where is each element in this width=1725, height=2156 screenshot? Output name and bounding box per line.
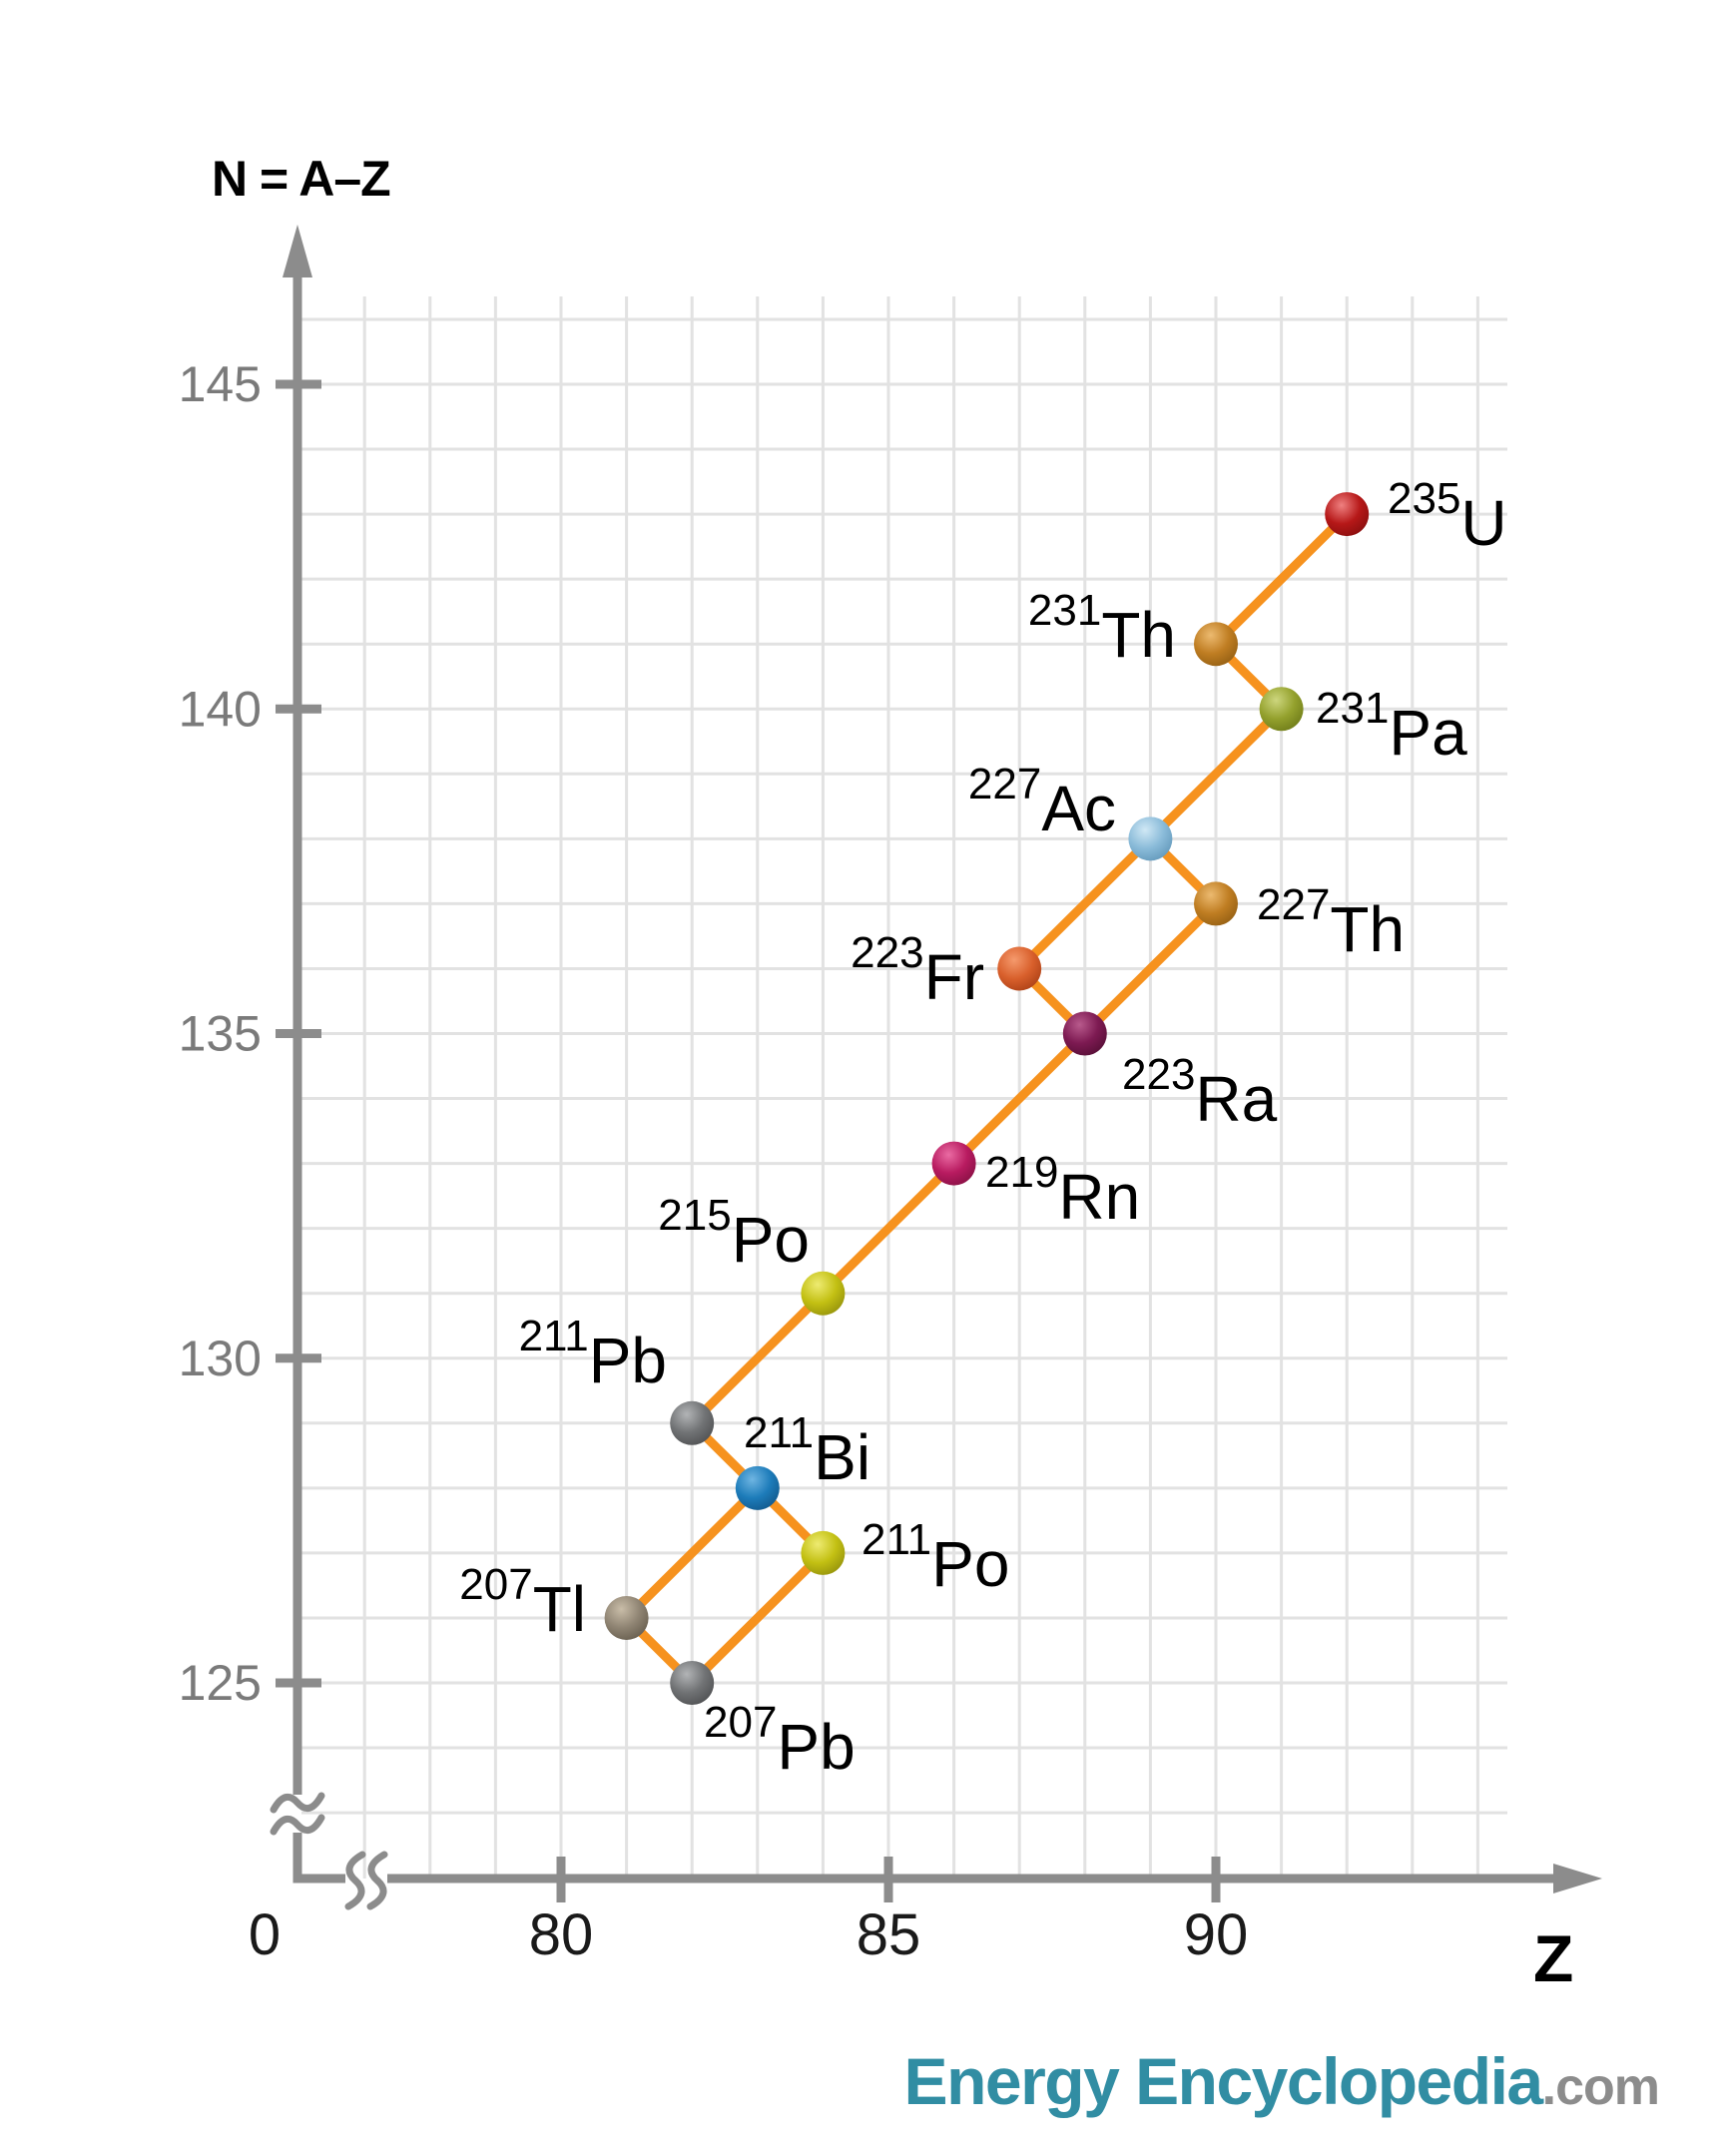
nuclide-mass: 211 [518, 1312, 589, 1360]
x-tick-label-80: 80 [529, 1902, 594, 1967]
nuclide-mass: 207 [459, 1560, 533, 1609]
logo-text: Energy Encyclopedia [903, 2044, 1544, 2118]
nuclide-label-Th227: 227Th [1257, 880, 1405, 962]
y-axis-break-icon [270, 1814, 325, 1836]
nuclide-label-Po211: 211Po [862, 1515, 1009, 1597]
nuclide-ball-Po215 [801, 1271, 846, 1316]
nuclide-symbol: Po [731, 1204, 810, 1276]
nuclide-label-Pa231: 231Pa [1316, 684, 1467, 766]
nuclide-mass: 227 [1257, 880, 1331, 929]
nuclide-ball-Pb211 [670, 1400, 715, 1445]
y-axis-break-icon [270, 1792, 325, 1814]
y-tick-label-130: 130 [179, 1331, 262, 1386]
nuclide-ball-Th231 [1194, 622, 1238, 667]
x-tick-label-85: 85 [857, 1902, 921, 1967]
nuclide-mass: 231 [1027, 586, 1102, 635]
nuclide-mass: 223 [1122, 1050, 1196, 1099]
nuclide-label-Po215: 215Po [658, 1191, 810, 1273]
nuclide-ball-Fr223 [997, 946, 1042, 991]
logo-suffix: .com [1541, 2058, 1660, 2116]
decay-line-U235-Th231 [1211, 509, 1352, 649]
nuclide-symbol: Po [931, 1528, 1010, 1600]
nuclide-mass: 211 [744, 1408, 815, 1457]
nuclide-mass: 235 [1388, 474, 1461, 523]
nuclide-mass: 211 [862, 1515, 932, 1564]
nuclide-symbol: Th [1330, 893, 1406, 965]
nuclide-label-Ac227: 227Ac [967, 760, 1116, 841]
nuclide-symbol: U [1460, 487, 1507, 559]
nuclide-ball-Bi211 [735, 1465, 780, 1510]
axes [270, 225, 1602, 1910]
nuclide-symbol: Ac [1041, 773, 1116, 844]
y-axis-arrow-icon [283, 225, 312, 277]
nuclide-mass: 227 [967, 760, 1042, 808]
nuclide-label-U235: 235U [1388, 474, 1507, 556]
decay-line-Pa231-Ac227 [1145, 704, 1287, 843]
x-axis-break-icon [366, 1851, 388, 1910]
decay-line-Th227-Ra223 [1080, 898, 1221, 1038]
nuclide-ball-Th227 [1194, 881, 1238, 926]
ticks: 145 140 135 130 125 80 85 90 0 [179, 356, 1249, 1967]
y-tick-label-145: 145 [179, 356, 262, 412]
nuclide-label-Bi211: 211Bi [744, 1408, 870, 1490]
nuclide-symbol: Tl [532, 1573, 586, 1645]
nuclide-mass: 231 [1316, 684, 1390, 733]
nuclide-ball-Pa231 [1259, 687, 1304, 732]
nuclide-label-Th231: 231Th [1027, 586, 1176, 668]
nuclide-label-Ra223: 223Ra [1122, 1050, 1277, 1132]
nuclide-label-Fr223: 223Fr [851, 928, 984, 1010]
nuclide-symbol: Pa [1389, 697, 1467, 769]
x-axis-break-icon [344, 1851, 366, 1910]
nuclide-label-Rn219: 219Rn [985, 1148, 1140, 1230]
decay-line-Po215-Pb211 [687, 1289, 828, 1428]
y-tick-label-140: 140 [179, 681, 262, 737]
x-axis-title: Z [1533, 1921, 1574, 1995]
decay-line-Rn219-Po215 [818, 1159, 959, 1299]
nuclide-label-Tl207: 207Tl [459, 1560, 586, 1642]
nuclide-symbol: Pb [588, 1325, 667, 1396]
nuclide-ball-Ra223 [1062, 1011, 1107, 1056]
x-origin-label: 0 [249, 1902, 281, 1967]
nuclide-label-Pb211: 211Pb [518, 1312, 667, 1393]
nuclide-mass: 219 [985, 1148, 1059, 1197]
energy-encyclopedia-logo: Energy Encyclopedia.com [904, 2048, 1660, 2116]
nuclide-ball-U235 [1325, 492, 1370, 537]
nuclide-mass: 223 [851, 928, 924, 977]
nuclide-symbol: Rn [1058, 1161, 1141, 1233]
y-axis-title: N = A–Z [212, 151, 391, 207]
nuclide-ball-Tl207 [604, 1595, 649, 1640]
nuclide-symbol: Ra [1195, 1063, 1278, 1135]
decay-line-Ac227-Fr223 [1014, 833, 1155, 973]
nuclide-mass: 215 [658, 1191, 732, 1240]
decay-line-Ra223-Rn219 [949, 1029, 1090, 1169]
x-tick-label-90: 90 [1184, 1902, 1249, 1967]
nuclide-ball-Po211 [801, 1530, 846, 1575]
nuclide-label-Pb207: 207Pb [704, 1698, 856, 1780]
nuclide-ball-Pb207 [670, 1661, 715, 1705]
nuclide-symbol: Pb [777, 1711, 856, 1783]
nuclide-symbol: Th [1101, 599, 1176, 671]
decay-line-Po211-Pb207 [687, 1548, 828, 1688]
decay-line-Bi211-Tl207 [622, 1483, 763, 1623]
y-tick-label-135: 135 [179, 1006, 262, 1062]
nuclide-balls [604, 492, 1370, 1705]
nuclide-mass: 207 [704, 1698, 778, 1747]
nuclide-ball-Rn219 [931, 1141, 976, 1186]
y-tick-label-125: 125 [179, 1655, 262, 1711]
nuclide-symbol: Bi [814, 1421, 871, 1493]
x-axis-arrow-icon [1553, 1864, 1602, 1893]
nuclide-symbol: Fr [923, 941, 984, 1013]
grid [301, 296, 1507, 1879]
nuclide-ball-Ac227 [1128, 816, 1173, 861]
